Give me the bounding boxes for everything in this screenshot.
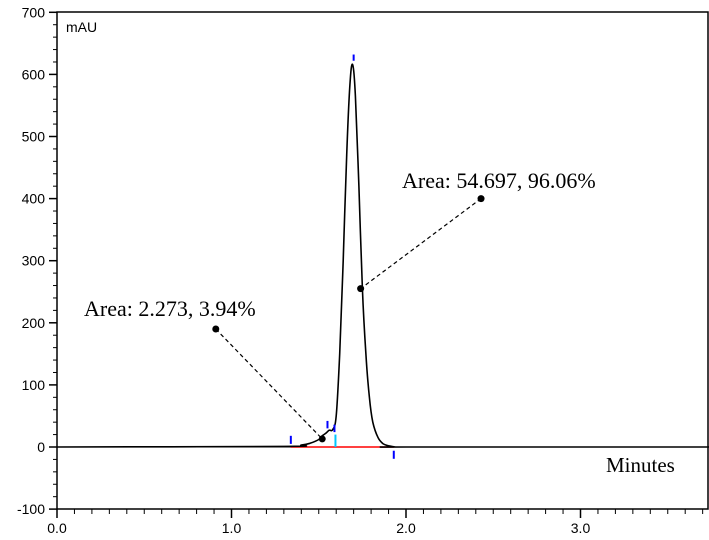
y-tick-label: 700 — [22, 4, 46, 20]
x-tick-label: 1.0 — [222, 520, 242, 536]
plot-border — [56, 11, 709, 510]
annotation-dot — [477, 195, 485, 203]
peak-annotations: Area: 2.273, 3.94% Area: 54.697, 96.06% — [84, 168, 596, 443]
y-tick-label: 400 — [22, 191, 46, 207]
annotation-dot — [212, 325, 220, 333]
x-axis: 0.0 1.0 2.0 3.0 — [47, 509, 704, 536]
y-tick-label: -100 — [17, 501, 45, 517]
y-tick-label: 300 — [22, 253, 46, 269]
x-tick-label: 3.0 — [571, 520, 591, 536]
y-tick-label: 500 — [22, 129, 46, 145]
y-axis-unit-label: mAU — [66, 19, 97, 35]
annotation-label: Area: 54.697, 96.06% — [402, 168, 596, 193]
chromatogram-trace — [56, 63, 709, 448]
plot-frame — [56, 11, 709, 510]
annotation-leader-line — [215, 328, 323, 440]
annotation-anchor-dot — [318, 435, 326, 443]
y-axis: -100 0 100 200 300 400 500 600 700 — [17, 4, 57, 517]
chart-marks — [56, 54, 709, 459]
y-tick-label: 600 — [22, 66, 46, 82]
annotation-leader-line — [360, 198, 482, 290]
x-tick-label: 2.0 — [396, 520, 416, 536]
y-tick-label: 200 — [22, 315, 46, 331]
annotation-anchor-dot — [357, 285, 365, 293]
y-tick-label: 0 — [37, 439, 45, 455]
y-tick-label: 100 — [22, 377, 46, 393]
x-tick-label: 0.0 — [47, 520, 67, 536]
x-axis-label: Minutes — [606, 453, 675, 477]
annotation-label: Area: 2.273, 3.94% — [84, 296, 256, 321]
